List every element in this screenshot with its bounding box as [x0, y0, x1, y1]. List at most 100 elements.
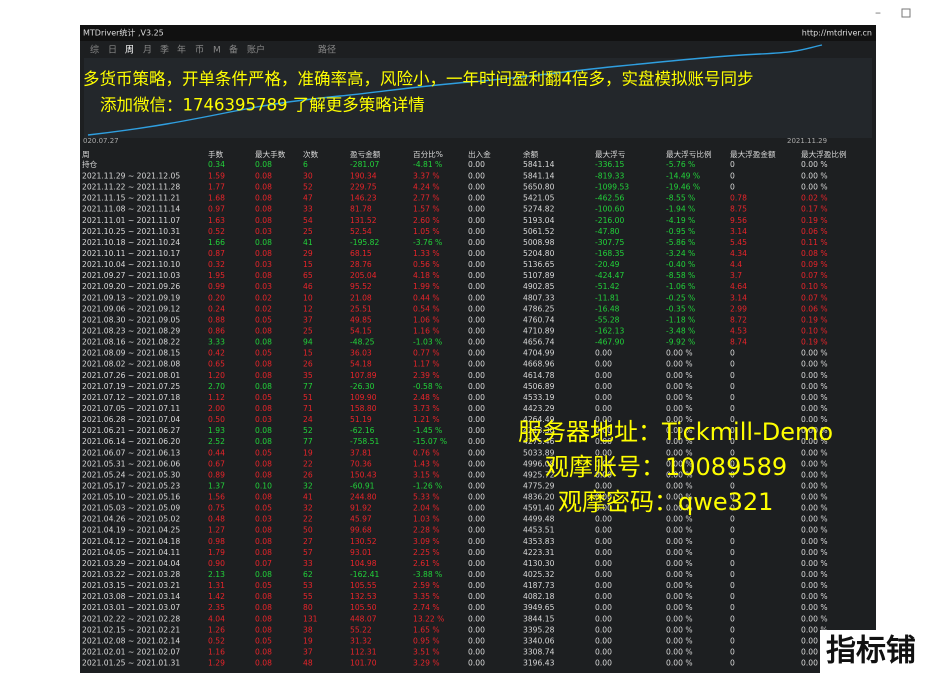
table-cell: 1.57 %: [413, 205, 440, 214]
table-cell: 4668.96: [523, 360, 555, 369]
table-cell: 0.08: [255, 437, 272, 446]
table-cell: 3308.74: [523, 648, 555, 657]
table-cell: 5204.80: [523, 249, 555, 258]
table-cell: 2.77 %: [413, 194, 440, 203]
table-cell: 52.54: [350, 227, 372, 236]
table-cell: -281.07: [350, 160, 379, 169]
table-cell: 0.05: [255, 315, 272, 324]
table-cell: 0.20: [208, 293, 225, 302]
table-cell: 0.00: [468, 614, 485, 623]
table-cell: 0.05: [255, 349, 272, 358]
table-cell: 0.10: [255, 481, 272, 490]
path-tab[interactable]: 路径: [318, 44, 336, 56]
table-cell: 3.29 %: [413, 659, 440, 668]
table-cell: 0.99: [208, 282, 225, 291]
tab[interactable]: 备: [229, 44, 238, 56]
table-cell: 0.07 %: [801, 293, 828, 302]
table-cell: 8.72: [730, 315, 747, 324]
table-cell: 0.00: [595, 614, 612, 623]
table-cell: 0.48: [208, 515, 225, 524]
tab[interactable]: 账户: [247, 44, 265, 56]
table-cell: 0.00 %: [801, 448, 828, 457]
table-cell: -11.81: [595, 293, 620, 302]
table-cell: -162.41: [350, 570, 379, 579]
server-text: 服务器地址：Tickmill-Demo: [518, 418, 833, 446]
table-cell: 0.00: [595, 648, 612, 657]
table-cell: 0: [730, 526, 735, 535]
table-cell: 107.89: [350, 371, 377, 380]
table-cell: 91.92: [350, 504, 372, 513]
table-cell: 0.00 %: [666, 481, 693, 490]
tab-bar: 综日周月季年币 M 备账户: [90, 44, 265, 56]
table-cell: -162.13: [595, 326, 624, 335]
table-cell: 0.00 %: [666, 393, 693, 402]
table-cell: 0.02 %: [801, 194, 828, 203]
table-cell: 0.00 %: [801, 592, 828, 601]
table-cell: 1.56: [208, 493, 225, 502]
table-cell: 0.34: [208, 160, 225, 169]
table-cell: 4775.29: [523, 481, 555, 490]
table-cell: 0.00: [468, 393, 485, 402]
table-cell: 54: [303, 216, 313, 225]
minimize-button[interactable]: –: [875, 6, 881, 20]
tab[interactable]: 日: [108, 45, 117, 56]
table-cell: 0.00 %: [666, 437, 693, 446]
table-cell: 4760.74: [523, 315, 555, 324]
table-cell: 0.00: [468, 570, 485, 579]
table-cell: 0.08: [255, 426, 272, 435]
week-cell: 2021.05.17 ~ 2021.05.23: [82, 481, 180, 490]
table-cell: 0.00 %: [666, 448, 693, 457]
tab[interactable]: 币: [195, 45, 204, 56]
table-cell: 0.00: [595, 349, 612, 358]
table-cell: 0: [730, 504, 735, 513]
table-cell: 55.22: [350, 625, 372, 634]
table-cell: -1.03 %: [413, 338, 442, 347]
maximize-button[interactable]: [901, 8, 911, 18]
table-cell: 0.09 %: [801, 260, 828, 269]
table-cell: 0.00 %: [666, 504, 693, 513]
table-cell: 1.16: [208, 648, 225, 657]
table-cell: 6: [303, 160, 308, 169]
tab[interactable]: M: [213, 46, 221, 56]
week-cell: 2021.06.07 ~ 2021.06.13: [82, 448, 180, 457]
table-cell: 5650.80: [523, 183, 555, 192]
table-cell: 1.17 %: [413, 360, 440, 369]
table-cell: 0.00 %: [801, 437, 828, 446]
table-cell: 10: [303, 293, 313, 302]
table-cell: 0: [730, 183, 735, 192]
table-cell: 0.11 %: [801, 238, 828, 247]
table-cell: 105.50: [350, 603, 377, 612]
table-cell: 4506.89: [523, 382, 555, 391]
table-cell: 29: [303, 249, 313, 258]
table-cell: 0.00 %: [666, 648, 693, 657]
tab[interactable]: 周: [125, 45, 134, 56]
table-cell: -216.00: [595, 216, 624, 225]
table-cell: 2.25 %: [413, 548, 440, 557]
table-cell: -60.91: [350, 481, 375, 490]
tab[interactable]: 年: [177, 44, 186, 56]
table-cell: 229.75: [350, 183, 377, 192]
table-cell: 0.08: [255, 614, 272, 623]
table-cell: 0.08: [255, 537, 272, 546]
tab[interactable]: 综: [90, 44, 99, 56]
table-cell: 0.88: [208, 315, 225, 324]
tab[interactable]: 月: [143, 45, 152, 56]
column-header: 百分比%: [413, 149, 443, 159]
table-cell: 1.20: [208, 371, 225, 380]
table-cell: 0.08: [255, 404, 272, 413]
table-cell: 1.66: [208, 238, 225, 247]
table-cell: -0.25 %: [666, 293, 695, 302]
table-cell: 0.00: [595, 393, 612, 402]
table-cell: 3.09 %: [413, 537, 440, 546]
week-cell: 2021.11.01 ~ 2021.11.07: [82, 216, 180, 225]
table-cell: 0.00: [595, 426, 612, 435]
week-cell: 2021.09.27 ~ 2021.10.03: [82, 271, 180, 280]
table-cell: 0: [730, 570, 735, 579]
week-cell: 2021.02.22 ~ 2021.02.28: [82, 614, 180, 623]
table-cell: 0.00 %: [666, 592, 693, 601]
table-cell: 0.00: [595, 382, 612, 391]
table-cell: 0.52: [208, 636, 225, 645]
table-cell: 0.00 %: [801, 470, 828, 479]
tab[interactable]: 季: [160, 44, 169, 56]
title-bar: [80, 25, 876, 41]
